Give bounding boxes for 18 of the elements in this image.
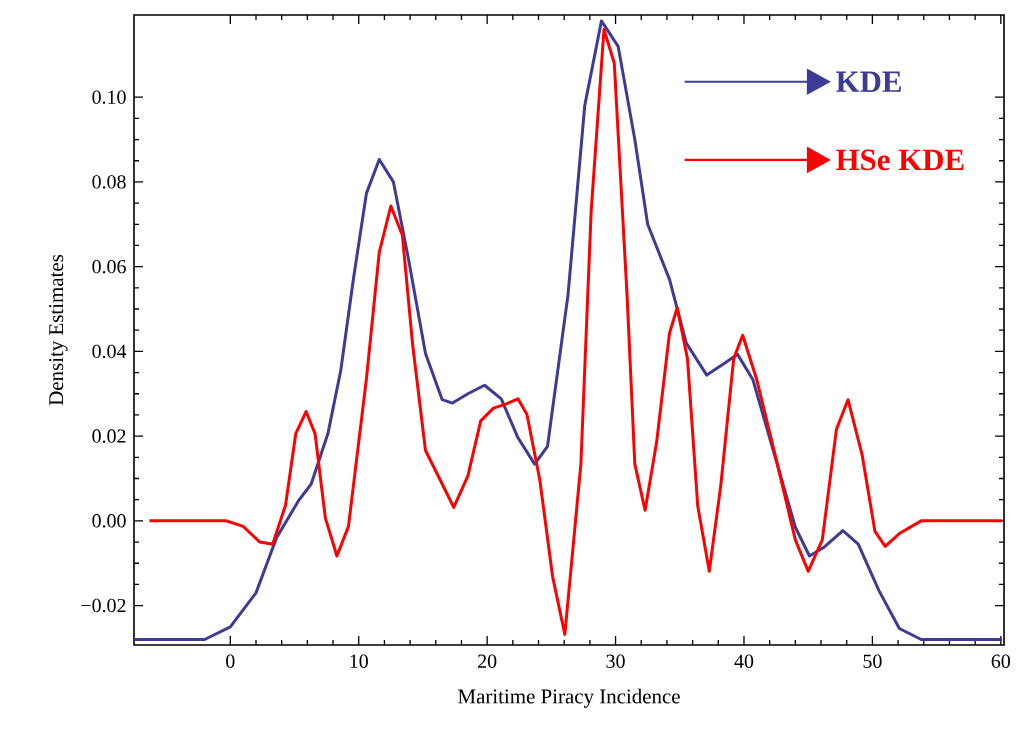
legend-label: KDE	[836, 71, 901, 92]
legend-label: HSe KDE	[836, 149, 964, 171]
x-tick-label: 60	[991, 654, 1011, 668]
x-axis-title: Maritime Piracy Incidence	[458, 688, 680, 708]
y-tick-label: 0.08	[92, 175, 126, 189]
y-axis-title: Density Estimates	[49, 254, 68, 406]
x-tick-label: 40	[734, 654, 754, 668]
y-tick-label: −0.02	[81, 598, 126, 613]
y-tick-label: 0.04	[92, 344, 127, 359]
x-tick-label: 50	[863, 654, 882, 668]
x-tick-label: 30	[606, 654, 625, 668]
x-tick-label: 10	[350, 654, 368, 668]
y-tick-label: 0.06	[92, 259, 126, 274]
y-tick-label: 0.10	[92, 90, 126, 104]
x-tick-label: 0	[226, 654, 235, 668]
y-tick-label: 0.02	[92, 429, 126, 443]
y-tick-label: 0.00	[92, 514, 126, 528]
x-tick-label: 20	[478, 654, 497, 668]
